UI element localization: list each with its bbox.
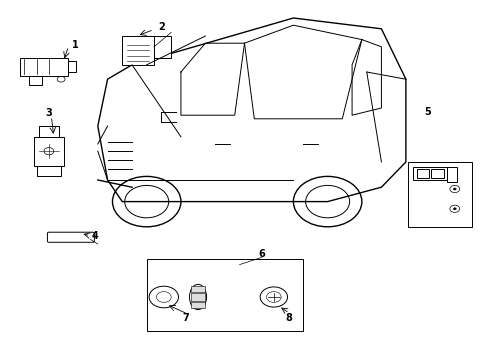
Circle shape [452,188,455,190]
Bar [39,126,59,137]
Text: 1: 1 [72,40,79,50]
Text: 2: 2 [158,22,164,32]
Bar [29,76,41,85]
Bar [430,169,443,178]
Bar [37,166,61,176]
Bar [447,167,456,182]
Text: 7: 7 [182,312,189,323]
FancyBboxPatch shape [20,58,68,76]
Bar [146,259,303,331]
Polygon shape [98,18,405,202]
Bar [154,36,171,58]
Text: 4: 4 [92,231,99,241]
FancyBboxPatch shape [47,232,94,242]
Bar [122,36,154,65]
Bar [190,293,205,301]
Bar [190,302,205,308]
Text: 3: 3 [45,108,52,118]
Bar [407,162,471,227]
Bar [190,286,205,292]
Bar [412,167,447,180]
Bar [416,169,428,178]
Bar [34,137,63,166]
Text: 5: 5 [424,107,430,117]
Text: 6: 6 [258,249,264,259]
Circle shape [452,208,455,210]
Bar [68,61,76,72]
Text: 8: 8 [285,312,291,323]
